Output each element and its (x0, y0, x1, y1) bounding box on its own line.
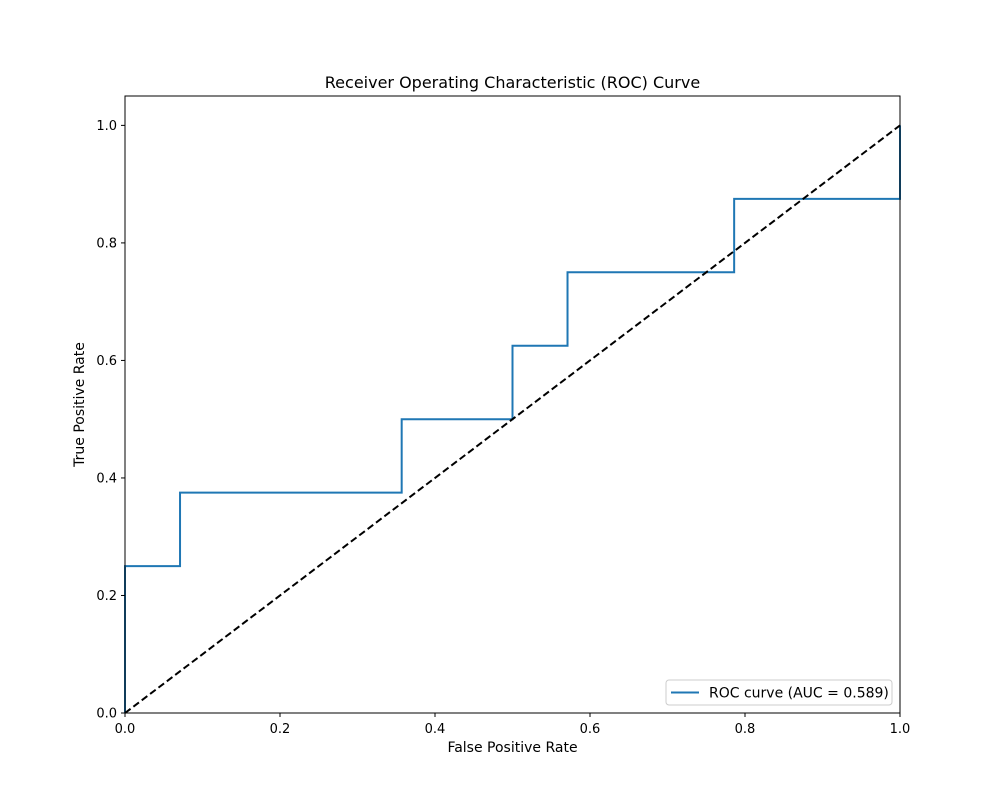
y-tick-label: 0.0 (96, 707, 117, 722)
plot-area (124, 95, 901, 714)
y-axis-ticks: 0.0 0.2 0.4 0.6 0.8 1.0 (96, 119, 125, 722)
legend-box (665, 679, 893, 706)
y-tick-label: 0.6 (96, 354, 117, 369)
x-tick-label: 0.4 (425, 722, 446, 737)
chance-diagonal-line (124, 124, 901, 714)
roc-curve-line (124, 125, 901, 713)
x-tick-label: 0.8 (735, 722, 756, 737)
chart-title: Receiver Operating Characteristic (ROC) … (325, 73, 700, 92)
legend-label-roc: ROC curve (AUC = 0.589) (709, 686, 889, 702)
x-axis-ticks: 0.0 0.2 0.4 0.6 0.8 1.0 (115, 713, 911, 737)
x-tick-label: 0.6 (580, 722, 601, 737)
x-axis-label: False Positive Rate (447, 740, 577, 756)
y-tick-label: 0.8 (96, 236, 117, 251)
y-tick-label: 0.2 (96, 589, 117, 604)
x-tick-label: 0.2 (270, 722, 291, 737)
x-tick-label: 1.0 (890, 722, 911, 737)
legend: ROC curve (AUC = 0.589) (665, 679, 893, 706)
y-axis-label: True Positive Rate (72, 342, 88, 468)
axes-frame (124, 95, 901, 714)
y-tick-label: 0.4 (96, 471, 117, 486)
x-tick-label: 0.0 (115, 722, 136, 737)
y-tick-label: 1.0 (96, 119, 117, 134)
